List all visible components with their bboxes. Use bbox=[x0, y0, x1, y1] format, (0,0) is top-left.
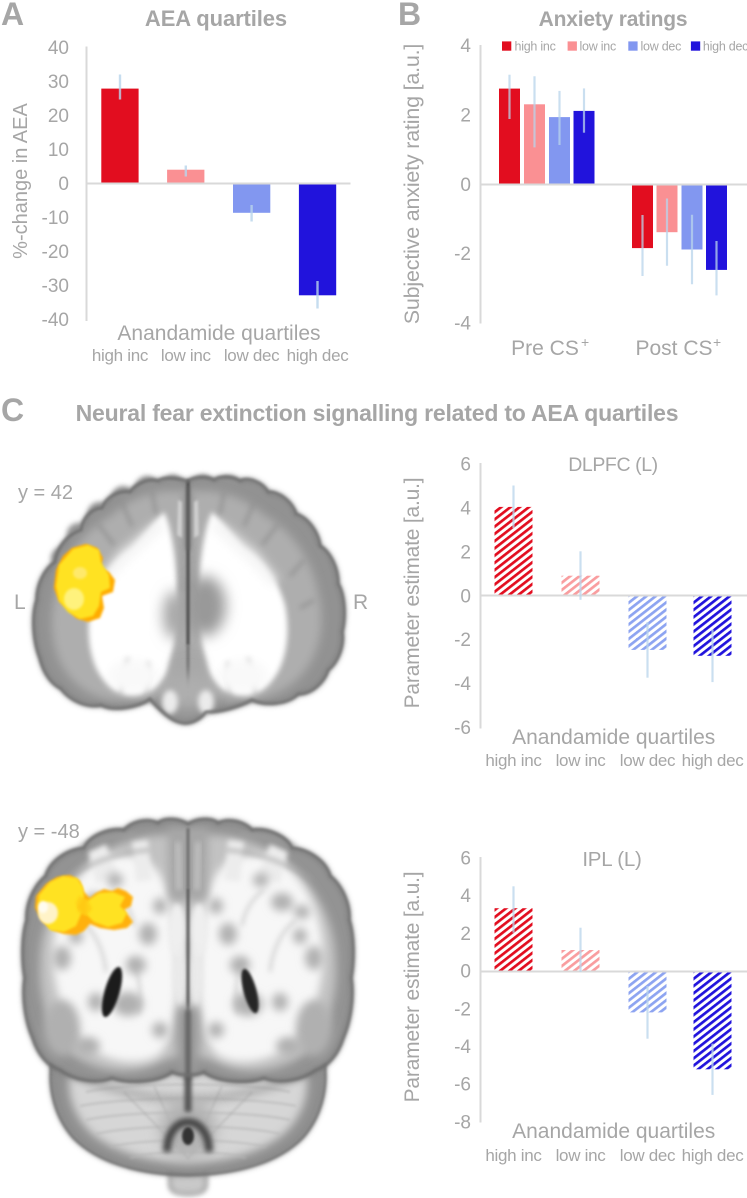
svg-text:-8: -8 bbox=[454, 1112, 471, 1133]
svg-text:2: 2 bbox=[460, 542, 471, 563]
svg-text:30: 30 bbox=[48, 72, 69, 93]
svg-text:%-change in AEA: %-change in AEA bbox=[10, 103, 32, 259]
svg-text:20: 20 bbox=[48, 106, 69, 127]
svg-text:IPL (L): IPL (L) bbox=[582, 848, 641, 871]
svg-text:Anandamide quartiles: Anandamide quartiles bbox=[117, 322, 320, 345]
svg-text:DLPFC (L): DLPFC (L) bbox=[568, 454, 658, 476]
svg-text:-30: -30 bbox=[42, 276, 69, 297]
svg-text:R: R bbox=[353, 591, 368, 614]
svg-text:low inc: low inc bbox=[556, 751, 607, 770]
svg-text:4: 4 bbox=[460, 886, 471, 907]
svg-text:+: + bbox=[713, 334, 721, 350]
svg-text:-40: -40 bbox=[42, 310, 69, 331]
svg-text:high inc: high inc bbox=[485, 751, 542, 770]
svg-text:high dec: high dec bbox=[287, 346, 350, 365]
svg-text:high inc: high inc bbox=[515, 40, 556, 54]
svg-text:Pre CS: Pre CS bbox=[511, 337, 579, 360]
svg-text:Anandamide quartiles: Anandamide quartiles bbox=[512, 1120, 715, 1143]
svg-text:y = 42: y = 42 bbox=[18, 482, 73, 504]
svg-text:Parameter estimate [a.u.]: Parameter estimate [a.u.] bbox=[401, 478, 424, 709]
svg-text:A: A bbox=[1, 0, 24, 32]
svg-text:6: 6 bbox=[460, 849, 471, 870]
svg-text:low dec: low dec bbox=[641, 40, 682, 54]
svg-text:Parameter estimate [a.u.]: Parameter estimate [a.u.] bbox=[401, 872, 424, 1103]
svg-text:Neural fear extinction signall: Neural fear extinction signalling relate… bbox=[76, 400, 679, 426]
svg-text:6: 6 bbox=[460, 455, 471, 476]
svg-text:10: 10 bbox=[48, 140, 69, 161]
svg-text:high dec: high dec bbox=[682, 751, 745, 770]
svg-text:-2: -2 bbox=[454, 244, 471, 265]
svg-text:low inc: low inc bbox=[161, 346, 212, 365]
svg-text:AEA quartiles: AEA quartiles bbox=[145, 6, 287, 31]
svg-text:high dec: high dec bbox=[682, 1146, 745, 1165]
svg-text:-6: -6 bbox=[454, 1075, 471, 1096]
svg-text:0: 0 bbox=[460, 586, 471, 607]
svg-text:4: 4 bbox=[460, 36, 471, 57]
svg-text:low dec: low dec bbox=[224, 346, 280, 365]
svg-text:low inc: low inc bbox=[580, 40, 616, 54]
svg-text:Anxiety ratings: Anxiety ratings bbox=[539, 8, 688, 31]
svg-text:0: 0 bbox=[460, 962, 471, 983]
svg-text:high dec: high dec bbox=[703, 40, 747, 54]
svg-text:2: 2 bbox=[460, 924, 471, 945]
svg-text:0: 0 bbox=[58, 174, 69, 195]
svg-text:high inc: high inc bbox=[485, 1146, 542, 1165]
svg-text:-2: -2 bbox=[454, 630, 471, 651]
svg-text:-4: -4 bbox=[454, 1037, 471, 1058]
svg-text:B: B bbox=[398, 0, 421, 32]
svg-text:-6: -6 bbox=[454, 718, 471, 739]
svg-text:4: 4 bbox=[460, 498, 471, 519]
svg-text:2: 2 bbox=[460, 106, 471, 127]
svg-text:L: L bbox=[14, 591, 26, 614]
svg-text:C: C bbox=[1, 392, 24, 428]
svg-text:y = -48: y = -48 bbox=[18, 821, 80, 843]
svg-text:+: + bbox=[581, 334, 589, 350]
svg-text:Anandamide quartiles: Anandamide quartiles bbox=[512, 726, 715, 749]
svg-text:-4: -4 bbox=[454, 314, 471, 335]
svg-text:high inc: high inc bbox=[92, 346, 149, 365]
svg-text:40: 40 bbox=[48, 38, 69, 59]
svg-text:low inc: low inc bbox=[556, 1146, 607, 1165]
svg-text:0: 0 bbox=[460, 175, 471, 196]
svg-text:-10: -10 bbox=[42, 208, 69, 229]
svg-text:-2: -2 bbox=[454, 999, 471, 1020]
svg-text:Post CS: Post CS bbox=[635, 337, 712, 360]
svg-text:Subjective anxiety rating [a.u: Subjective anxiety rating [a.u.] bbox=[400, 44, 424, 324]
svg-text:-20: -20 bbox=[42, 242, 69, 263]
svg-text:-4: -4 bbox=[454, 674, 471, 695]
svg-text:low dec: low dec bbox=[620, 1146, 676, 1165]
svg-text:low dec: low dec bbox=[620, 751, 676, 770]
